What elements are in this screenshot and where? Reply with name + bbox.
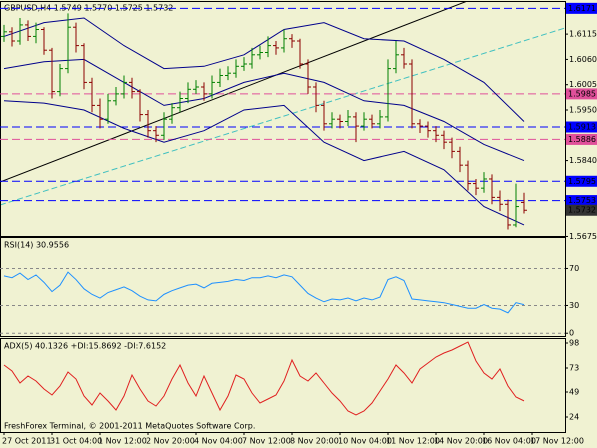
x-tick-label: 17 Nov 12:00	[530, 437, 584, 446]
x-tick-label: 31 Oct 04:00	[50, 437, 102, 446]
level-box	[566, 195, 597, 207]
level-box	[566, 175, 597, 187]
plot-area	[0, 267, 565, 334]
plot-area	[0, 7, 565, 230]
x-tick-label: 27 Oct 2011	[2, 437, 51, 446]
y-tick-label: 1.6005	[569, 80, 597, 89]
x-tick-label: 8 Nov 20:00	[290, 437, 339, 446]
level-label: 1.5913	[568, 123, 596, 132]
x-tick-label: 2 Nov 20:00	[146, 437, 195, 446]
level-box	[566, 88, 597, 100]
y-tick-label: 1.6115	[569, 30, 597, 39]
footer: FreshForex Terminal, © 2001-2011 MetaQuo…	[4, 422, 255, 431]
level-label: 1.5753	[568, 196, 596, 205]
x-tick-label: 7 Nov 12:00	[242, 437, 291, 446]
y-tick-label: 98	[569, 339, 579, 348]
x-tick-label: 1 Nov 12:00	[98, 437, 147, 446]
price-label: 1.5732	[568, 206, 596, 215]
trend-lines	[0, 1, 565, 206]
plot-area	[3, 341, 525, 416]
y-tick-label: 0	[569, 329, 574, 338]
y-tick-label: 24	[569, 413, 579, 422]
trend-line	[0, 1, 469, 183]
level-box	[566, 2, 597, 14]
panel-frame	[0, 237, 566, 337]
y-tick-label: 70	[569, 264, 579, 273]
y-tick-label: 49	[569, 388, 579, 397]
y-tick-label: 73	[569, 364, 579, 373]
x-tick-label: 4 Nov 04:00	[194, 437, 243, 446]
panel-frame	[0, 338, 566, 433]
y-tick-label: 30	[569, 301, 579, 310]
band-line	[3, 100, 525, 226]
level-label: 1.5886	[568, 135, 596, 144]
band-line	[3, 17, 525, 122]
x-tick-label: 10 Nov 04:00	[338, 437, 392, 446]
level-label: 1.6171	[568, 4, 596, 13]
level-box	[566, 121, 597, 133]
adx-title: ADX(5) 40.1326 +DI:15.8692 -DI:7.6152	[4, 342, 166, 351]
x-tick-label: 16 Nov 04:00	[482, 437, 536, 446]
level-box	[566, 133, 597, 145]
x-tick-label: 11 Nov 12:00	[386, 437, 440, 446]
panel-frame	[0, 1, 566, 237]
y-tick-label: 1.5840	[569, 156, 597, 165]
price-box	[566, 204, 597, 216]
level-label: 1.5985	[568, 89, 596, 98]
y-tick-label: 1.5950	[569, 105, 597, 114]
level-label: 1.5795	[568, 177, 596, 186]
y-tick-label: 1.5675	[569, 232, 597, 241]
band-line	[3, 58, 525, 162]
indicator-line	[3, 271, 525, 314]
x-tick-label: 14 Nov 20:00	[434, 437, 488, 446]
indicator-line	[3, 341, 525, 416]
rsi-title: RSI(14) 30.9556	[4, 241, 69, 250]
y-tick-label: 1.6060	[569, 55, 597, 64]
